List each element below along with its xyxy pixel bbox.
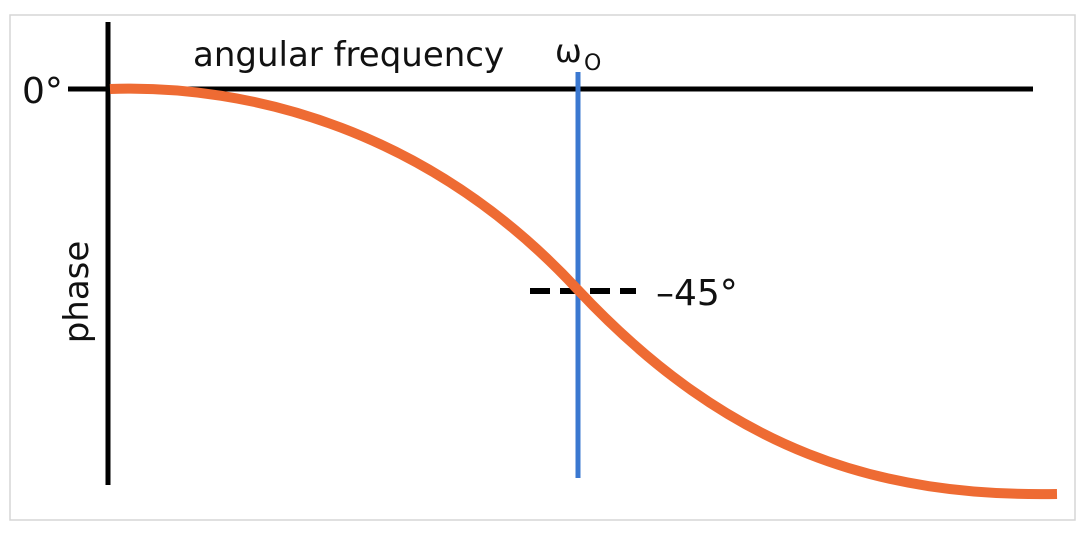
omega-subscript: O — [584, 51, 601, 76]
y-axis-label: phase — [57, 241, 97, 344]
zero-label: 0° — [22, 71, 63, 112]
omega-label: ω — [555, 32, 582, 70]
x-axis-label: angular frequency — [193, 35, 504, 75]
frame — [9, 14, 1076, 521]
phase-curve — [109, 83, 1058, 500]
minus45-label: –45° — [656, 273, 738, 314]
